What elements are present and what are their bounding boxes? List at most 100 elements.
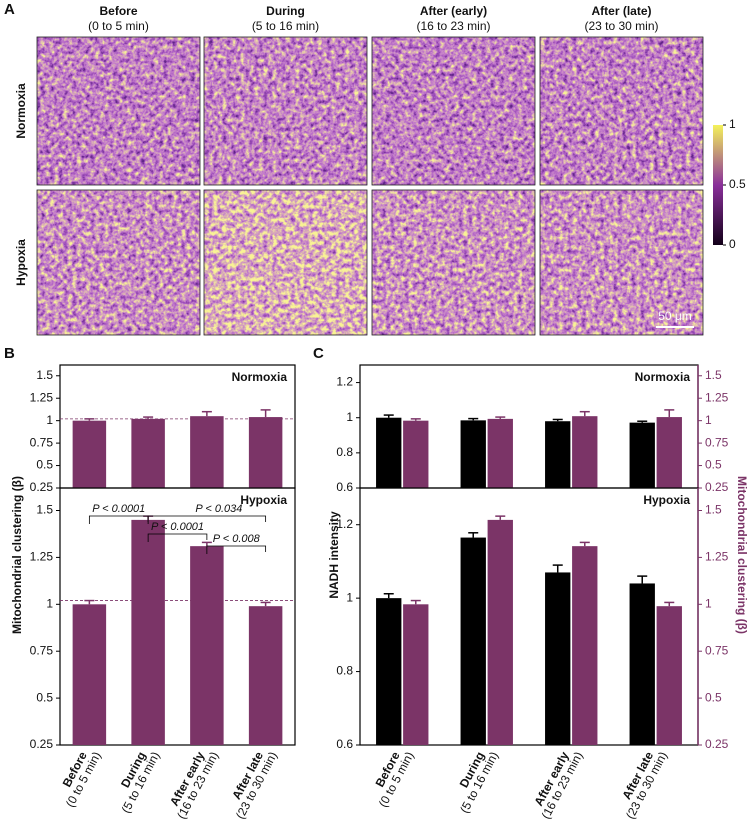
bar	[629, 422, 655, 488]
y-tick-label: 0.8	[336, 445, 353, 459]
column-title: Before	[99, 4, 137, 18]
y2-axis-label: Mitochondrial clustering (β)	[735, 476, 749, 634]
bar	[72, 604, 107, 745]
micrograph-border	[36, 36, 201, 186]
chart-title: Normoxia	[232, 370, 288, 384]
micrograph	[540, 37, 703, 185]
y-tick-label: 1.5	[36, 503, 53, 517]
significance-bracket	[147, 533, 208, 542]
y2-tick-label: 0.5	[705, 458, 722, 472]
bar	[72, 420, 107, 488]
bar	[190, 546, 224, 745]
y-tick-label: 0.5	[36, 690, 53, 704]
row-label: Hypoxia	[14, 239, 28, 286]
y2-tick-label: 0.75	[705, 435, 729, 449]
y-tick-label: 1.25	[30, 390, 54, 404]
panel-label: A	[4, 1, 15, 18]
y-axis-label: NADH intensity	[327, 511, 341, 599]
significance-label: P < 0.008	[213, 533, 261, 545]
bar	[572, 546, 598, 745]
micrograph	[204, 190, 367, 335]
micrograph	[540, 190, 703, 335]
y-axis-label: Mitochondrial clustering (β)	[10, 476, 24, 634]
y2-tick-label: 1	[705, 413, 712, 427]
column-subtitle: (23 to 30 min)	[584, 19, 658, 33]
y-tick-label: 0.75	[30, 435, 54, 449]
significance-bracket	[147, 515, 267, 524]
plot-frame	[59, 487, 296, 746]
column-subtitle: (5 to 16 min)	[252, 19, 319, 33]
bar	[572, 416, 598, 488]
y-tick-label: 0.5	[36, 458, 53, 472]
column-subtitle: (16 to 23 min)	[416, 19, 490, 33]
y2-tick-label: 1.25	[705, 550, 729, 564]
colorbar-tick-label: 0	[729, 237, 736, 251]
y-tick-label: 0.25	[30, 480, 54, 494]
bar	[131, 418, 165, 488]
y-tick-label: 0.8	[336, 664, 353, 678]
y2-tick-label: 1.5	[705, 503, 722, 517]
y-tick-label: 1	[346, 410, 353, 424]
y-tick-label: 1	[46, 413, 53, 427]
micrograph	[204, 37, 367, 185]
bar	[376, 598, 402, 745]
colorbar	[713, 125, 723, 245]
y2-tick-label: 0.75	[705, 643, 729, 657]
bar	[403, 420, 429, 488]
scale-bar-label: 50 μm	[658, 309, 692, 323]
micrograph-border	[539, 36, 704, 186]
micrograph-border	[203, 36, 368, 186]
bar	[403, 604, 429, 745]
y-tick-label: 0.75	[30, 643, 54, 657]
y-tick-label: 1.25	[30, 550, 54, 564]
micrograph-border	[371, 189, 536, 336]
micrograph-border	[371, 36, 536, 186]
colorbar-tick-label: 1	[729, 117, 736, 131]
significance-label: P < 0.0001	[92, 503, 145, 515]
bar	[190, 416, 224, 488]
bar	[487, 418, 513, 488]
y-tick-label: 1.5	[36, 368, 53, 382]
y-tick-label: 0.6	[336, 737, 353, 751]
y-tick-label: 1	[46, 596, 53, 610]
micrograph	[37, 37, 200, 185]
y-tick-label: 1.2	[336, 517, 353, 531]
y2-tick-label: 1.25	[705, 390, 729, 404]
bar	[487, 519, 513, 745]
panel-label: B	[4, 345, 15, 362]
chart-title: Hypoxia	[643, 493, 690, 507]
micrograph	[372, 37, 535, 185]
significance-bracket	[206, 545, 267, 554]
micrograph	[372, 190, 535, 335]
column-title: After (early)	[420, 4, 487, 18]
bar	[656, 417, 682, 488]
row-label: Normoxia	[14, 83, 28, 139]
bar	[629, 583, 655, 745]
bar	[131, 519, 165, 745]
y-tick-label: 0.25	[30, 737, 54, 751]
significance-label: P < 0.0001	[151, 521, 204, 533]
micrograph-border	[539, 189, 704, 336]
bar	[545, 572, 571, 745]
column-title: After (late)	[591, 4, 651, 18]
chart-title: Hypoxia	[240, 493, 287, 507]
colorbar-tick-label: 0.5	[729, 177, 746, 191]
panel-label: C	[313, 345, 324, 362]
y-tick-label: 0.6	[336, 480, 353, 494]
y2-tick-label: 0.25	[705, 480, 729, 494]
micrograph-border	[36, 189, 201, 336]
y2-tick-label: 1	[705, 596, 712, 610]
column-subtitle: (0 to 5 min)	[88, 19, 149, 33]
bar	[656, 606, 682, 745]
y-tick-label: 1	[346, 590, 353, 604]
bar	[545, 421, 571, 488]
column-title: During	[266, 4, 305, 18]
micrograph-border	[203, 189, 368, 336]
bar	[248, 606, 283, 745]
significance-label: P < 0.034	[195, 503, 242, 515]
chart-title: Normoxia	[635, 370, 691, 384]
bar	[248, 417, 283, 488]
bar	[460, 420, 486, 488]
bar	[376, 417, 402, 488]
